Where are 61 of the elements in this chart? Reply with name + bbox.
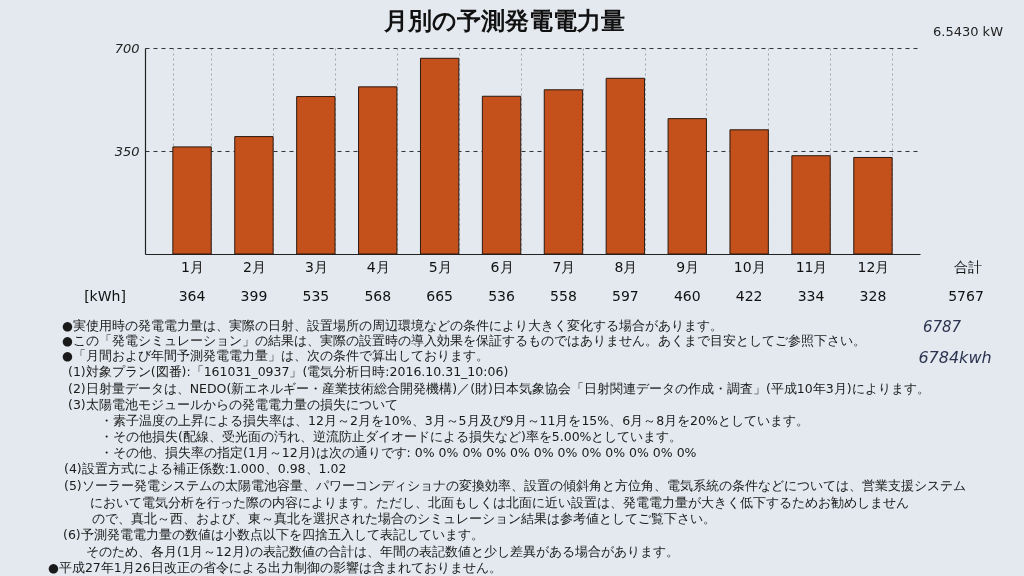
text: ・その他、損失率の指定(1月～12月)は次の通りです: 0% 0% 0% 0% 0% 0% 0% 0% 0% 0% 0% 0% bbox=[100, 445, 697, 460]
x-tick-label: 1月 bbox=[181, 258, 205, 275]
bar bbox=[605, 77, 646, 255]
data-label: 536 bbox=[488, 288, 515, 304]
x-tick-label: 8月 bbox=[614, 258, 638, 275]
text: ・素子温度の上昇による損失率は、12月～2月を10%、3月～5月及び9月～11月を15%、6月～8月を20%としています。 bbox=[100, 413, 809, 428]
x-tick-label: 9月 bbox=[676, 258, 700, 275]
text: 6787 bbox=[922, 318, 962, 336]
text: 合計 bbox=[954, 259, 982, 275]
x-tick-label: 12月 bbox=[857, 258, 890, 275]
text: (3)太陽電池モジュールからの発電電力量の損失について bbox=[68, 397, 398, 412]
data-label: 334 bbox=[797, 288, 825, 304]
text: ●この「発電シミュレーション」の結果は、実際の設置時の導入効果を保証するものではありません。あくまで目安としてご参照下さい。 bbox=[62, 333, 866, 348]
data-label: 558 bbox=[550, 288, 577, 304]
data-label: 597 bbox=[611, 288, 639, 304]
x-tick-label: 7月 bbox=[552, 258, 576, 275]
data-label: 535 bbox=[302, 288, 330, 304]
bar bbox=[729, 129, 769, 255]
bar bbox=[358, 86, 398, 255]
text: [kWh] bbox=[84, 288, 126, 304]
text: (6)予測発電電力量の数値は小数点以下を四捨五入して表記しています。 bbox=[63, 527, 484, 542]
bar bbox=[234, 136, 274, 255]
x-tick-label: 11月 bbox=[795, 258, 828, 275]
bar bbox=[543, 89, 584, 255]
x-tick-label: 3月 bbox=[304, 258, 328, 275]
x-tick-label: 4月 bbox=[366, 258, 390, 275]
text: 6.5430 kW bbox=[932, 24, 1004, 39]
text: において電気分析を行った際の内容によります。ただし、北面もしくは北面に近い設置は、発電電力量が大きく低下するためお勧めしません bbox=[90, 495, 909, 510]
bar bbox=[667, 118, 707, 255]
bar bbox=[419, 57, 460, 255]
x-tick-label: 10月 bbox=[733, 258, 766, 275]
text: ・その他損失(配線、受光面の汚れ、逆流防止ダイオードによる損失など)率を5.00%としています。 bbox=[100, 429, 683, 444]
x-tick-label: 2月 bbox=[242, 258, 266, 275]
bar bbox=[296, 96, 336, 255]
text: ●「月間および年間予測発電電力量」は、次の条件で算出しております。 bbox=[62, 348, 489, 363]
chart-title: 月別の予測発電電力量 bbox=[383, 7, 625, 35]
text: 5767 bbox=[948, 288, 984, 304]
text: (5)ソーラー発電システムの太陽電池容量、パワーコンディショナの変換効率、設置の傾斜角と方位角、電気系統の条件などについては、営業支援システム bbox=[64, 478, 966, 493]
text: ●平成27年1月26日改正の省令による出力制御の影響は含まれておりません。 bbox=[48, 560, 502, 575]
text: 6784kwh bbox=[918, 348, 992, 367]
data-label: 399 bbox=[240, 288, 268, 304]
data-label: 568 bbox=[364, 288, 392, 304]
bar bbox=[791, 155, 831, 255]
bar bbox=[172, 146, 212, 255]
text: (1)対象プラン(図番):「161031_0937」(電気分析日時:2016.10.31_10:06) bbox=[68, 364, 509, 379]
text: そのため、各月(1月～12月)の表記数値の合計は、年間の表記数値と少し差異がある場合があります。 bbox=[86, 544, 679, 559]
x-tick-label: 6月 bbox=[490, 258, 514, 275]
bar bbox=[853, 156, 893, 255]
y-tick-label: 700 bbox=[114, 40, 140, 56]
y-tick-label: 350 bbox=[114, 143, 140, 159]
text: (4)設置方式による補正係数:1.000、0.98、1.02 bbox=[64, 461, 347, 476]
data-label: 665 bbox=[426, 288, 454, 304]
bar bbox=[481, 95, 522, 255]
text: ので、真北～西、および、東～真北を選択された場合のシミュレーション結果は参考値としてご覧下さい。 bbox=[92, 511, 716, 526]
data-label: 422 bbox=[735, 288, 763, 304]
data-label: 460 bbox=[673, 288, 701, 304]
x-tick-label: 5月 bbox=[428, 258, 452, 275]
text: (2)日射量データは、NEDO(新エネルギー・産業技術総合開発機構)／(財)日本気象協会「日射関連データの作成・調査」(平成10年3月)によります。 bbox=[68, 381, 930, 396]
data-label: 328 bbox=[859, 288, 887, 304]
data-label: 364 bbox=[178, 288, 206, 304]
text: ●実使用時の発電電力量は、実際の日射、設置場所の周辺環境などの条件により大きく変化する場合があります。 bbox=[62, 318, 723, 333]
